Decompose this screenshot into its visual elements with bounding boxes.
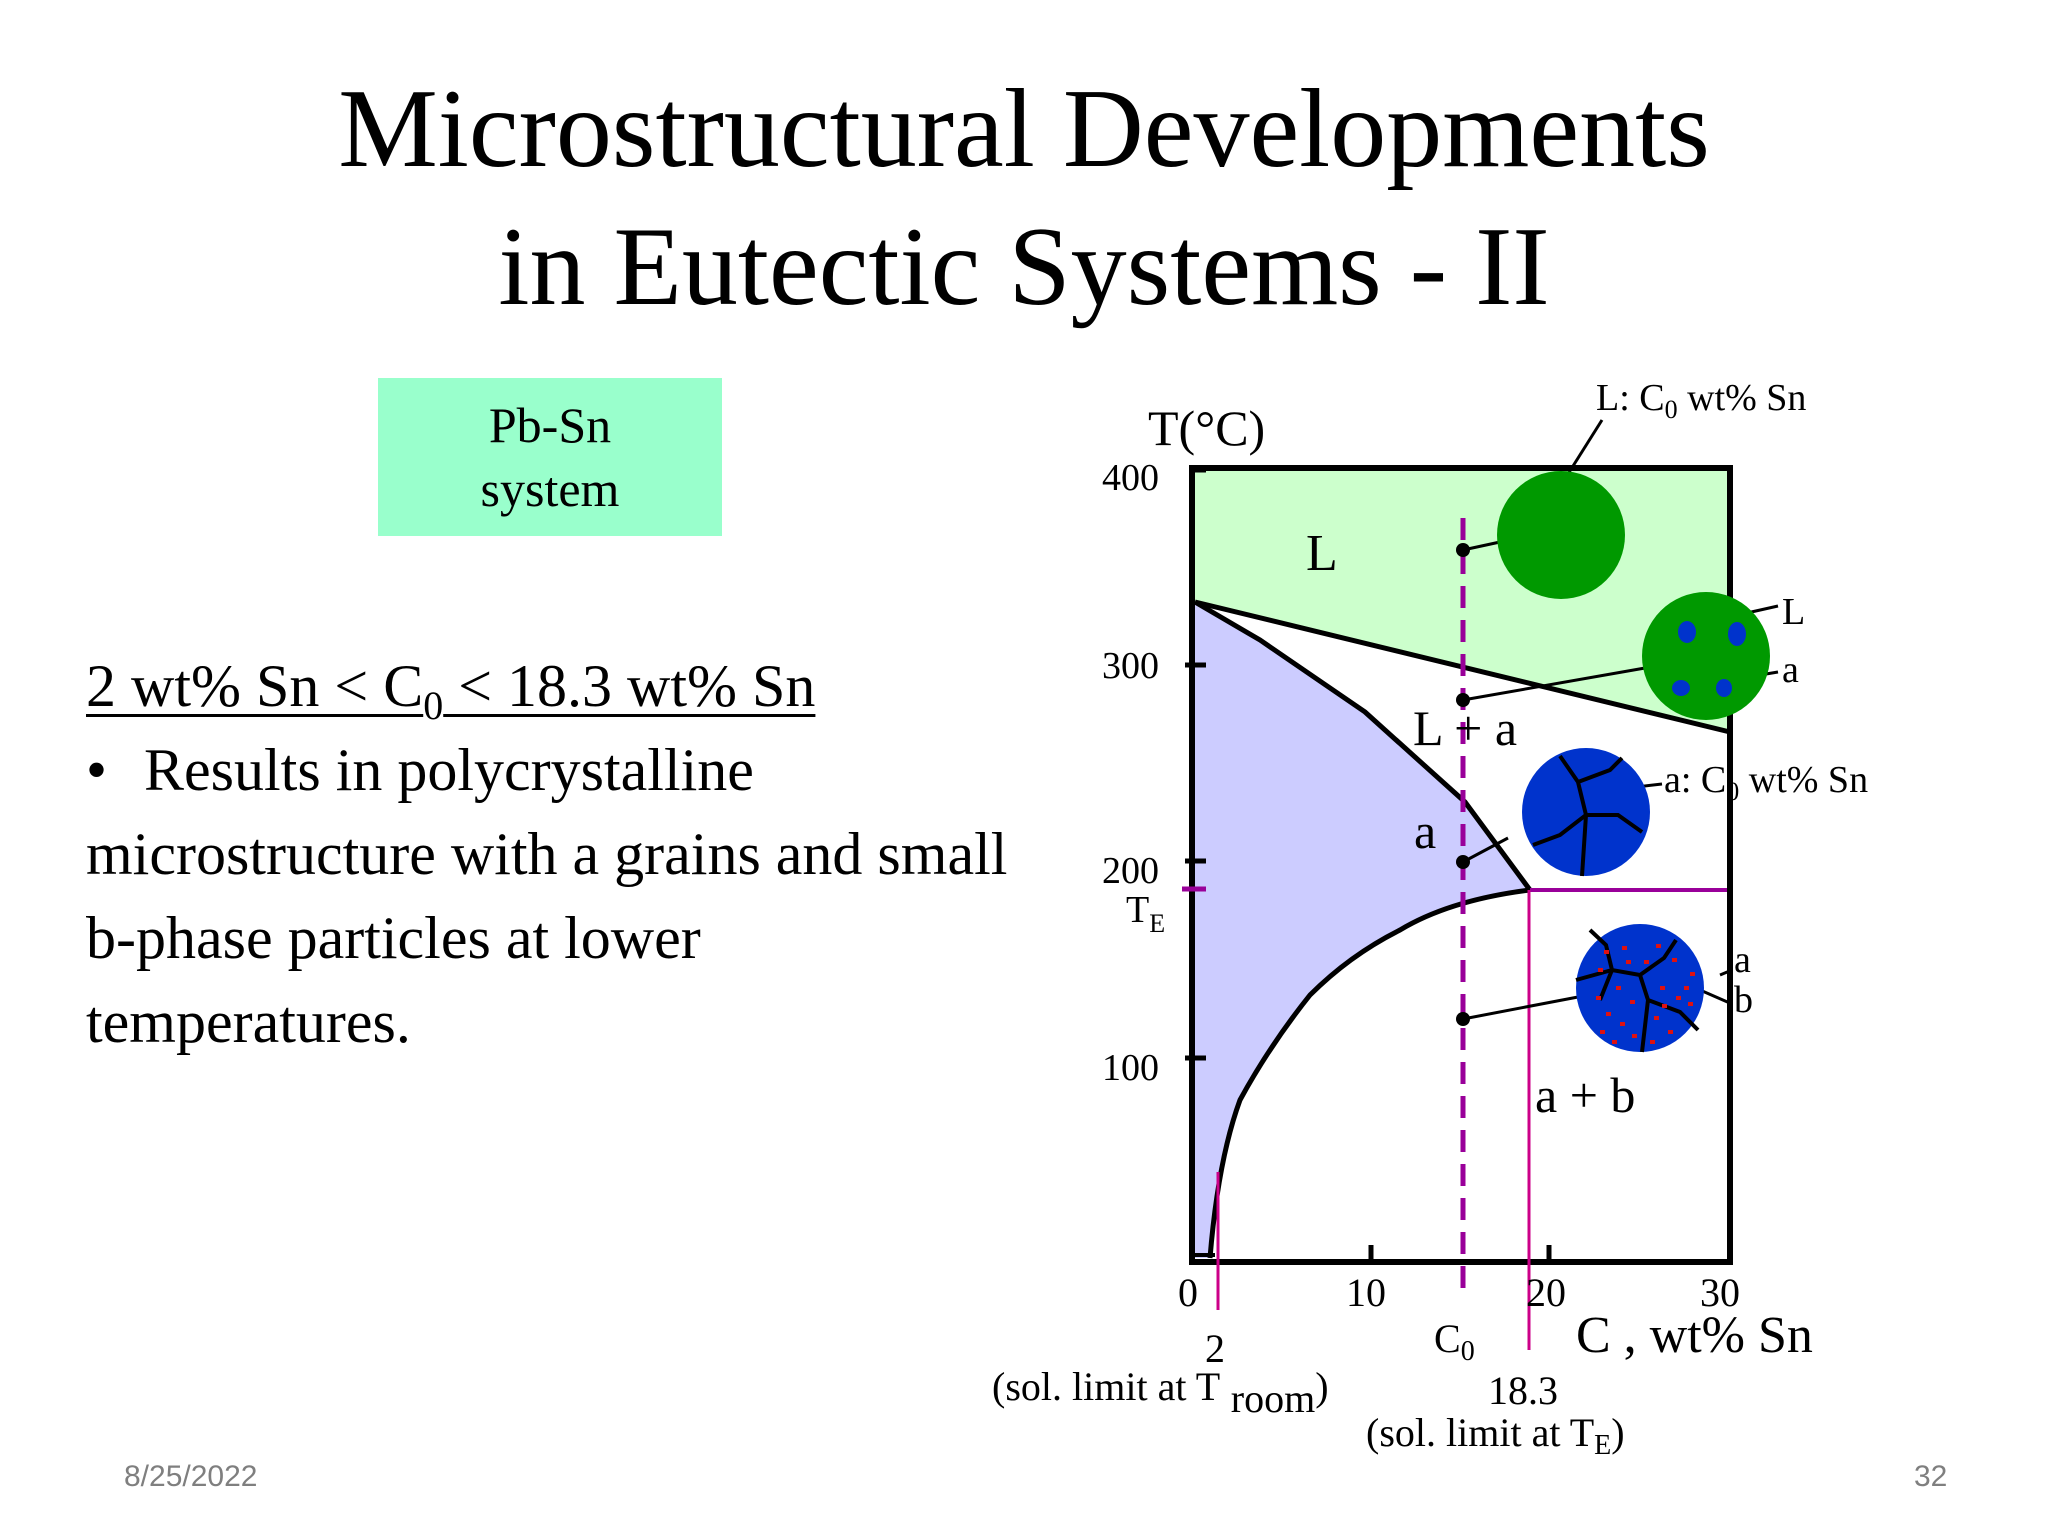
state-dot-liquid-alpha	[1456, 693, 1470, 707]
alpha-beta-microstructure	[1575, 924, 1704, 1053]
beta-particle	[1688, 1002, 1693, 1006]
liquid-microstructure	[1497, 471, 1625, 599]
bullet-text: Results in polycrystalline microstructur…	[86, 737, 1008, 1055]
callout-l: L	[1782, 591, 1805, 633]
callout-alpha-composition: a: C0 wt% Sn	[1664, 759, 1868, 806]
plot-frame	[1189, 465, 1733, 1265]
beta-particle	[1620, 1022, 1625, 1026]
solvus-boundary	[1207, 887, 1531, 1259]
beta-particle	[1654, 1016, 1659, 1020]
bullet-point: • Results in polycrystalline microstructu…	[86, 728, 1026, 1064]
region-label-liquid: L	[1306, 525, 1338, 582]
title-line-1: Microstructural Developments	[338, 67, 1710, 191]
condition-suffix: < 18.3 wt% Sn	[443, 653, 816, 719]
y-tick-label-200: 200	[1102, 850, 1159, 892]
bullet-dot-icon: •	[86, 737, 108, 803]
alpha-nucleus	[1716, 679, 1732, 697]
y-tick-label-300: 300	[1102, 645, 1159, 687]
callout-liquid-composition: L: C0 wt% Sn	[1596, 377, 1806, 424]
x-tick-label-10: 10	[1346, 1270, 1386, 1315]
alpha-grain-microstructure	[1522, 748, 1650, 877]
beta-particle	[1600, 1030, 1605, 1034]
leader-alpha-beta	[1462, 995, 1579, 1021]
slide-page-number: 32	[1914, 1460, 1948, 1493]
beta-particle	[1626, 960, 1631, 964]
x-tick-label-0: 0	[1178, 1270, 1198, 1315]
system-label-line-2: system	[480, 461, 620, 517]
leader-alpha	[1462, 836, 1509, 864]
region-label-liquid-alpha: L + a	[1413, 700, 1517, 756]
slide-date: 8/25/2022	[124, 1460, 258, 1493]
beta-particle	[1650, 1040, 1655, 1044]
beta-particle	[1660, 986, 1665, 990]
marker-2-value: 2	[1205, 1326, 1225, 1371]
callout-a2: a	[1734, 939, 1751, 981]
system-label-box: Pb-Sn system	[378, 378, 722, 536]
leader-l-comp	[1566, 419, 1604, 475]
beta-particle	[1622, 946, 1627, 950]
beta-particle	[1676, 996, 1681, 1000]
callout-b: b	[1734, 979, 1753, 1021]
y-axis-label: T(°C)	[1148, 400, 1265, 456]
x-tick-label-20: 20	[1526, 1270, 1566, 1315]
c0-label: C0	[1434, 1316, 1475, 1367]
beta-particle	[1656, 944, 1661, 948]
marker-18-value: 18.3	[1488, 1368, 1558, 1413]
beta-particle	[1606, 1012, 1611, 1016]
beta-particle	[1596, 996, 1601, 1000]
state-dot-liquid	[1456, 543, 1470, 557]
alpha-nucleus	[1672, 680, 1690, 696]
beta-particle	[1604, 950, 1609, 954]
te-label: TE	[1126, 889, 1165, 938]
marker-18-caption: (sol. limit at TE)	[1366, 1410, 1625, 1461]
leader-a2	[1719, 968, 1733, 977]
title-line-2: in Eutectic Systems - II	[498, 205, 1550, 329]
beta-particle	[1616, 986, 1621, 990]
solidus-boundary	[1193, 599, 1533, 892]
y-tick-label-100: 100	[1102, 1047, 1159, 1089]
state-dot-alpha	[1456, 855, 1470, 869]
beta-particle	[1644, 960, 1649, 964]
grain-boundary	[1575, 928, 1700, 1053]
system-label-line-1: Pb-Sn	[488, 397, 612, 453]
beta-particle	[1668, 1030, 1673, 1034]
condition-prefix: 2 wt% Sn < C	[86, 653, 424, 719]
leader-l-alpha	[1462, 666, 1646, 702]
alpha-region	[1195, 602, 1530, 1258]
beta-particle	[1662, 1004, 1667, 1008]
condition-subscript: 0	[423, 683, 444, 728]
alpha-nucleus	[1678, 621, 1696, 643]
beta-particle	[1598, 968, 1603, 972]
leader-b	[1699, 988, 1733, 1006]
alpha-nucleus	[1728, 622, 1746, 646]
beta-particle	[1630, 1000, 1635, 1004]
callout-a: a	[1782, 649, 1799, 691]
beta-particle	[1632, 1034, 1637, 1038]
beta-particle	[1672, 958, 1677, 962]
slide-title: Microstructural Developments in Eutectic…	[0, 60, 2048, 336]
region-label-alpha-beta: a + b	[1535, 1067, 1635, 1123]
composition-condition: 2 wt% Sn < C0 < 18.3 wt% Sn	[86, 648, 815, 744]
y-tick-label-400: 400	[1102, 457, 1159, 499]
x-axis-label: C , wt% Sn	[1576, 1307, 1813, 1364]
beta-particle	[1684, 986, 1689, 990]
x-tick-label-30: 30	[1700, 1270, 1740, 1315]
beta-particle	[1690, 972, 1695, 976]
liquid-alpha-microstructure	[1642, 592, 1770, 720]
region-label-alpha: a	[1414, 803, 1436, 859]
beta-particle	[1612, 1040, 1617, 1044]
grain-boundary	[1532, 754, 1644, 877]
state-dot-alpha-beta	[1456, 1012, 1470, 1026]
